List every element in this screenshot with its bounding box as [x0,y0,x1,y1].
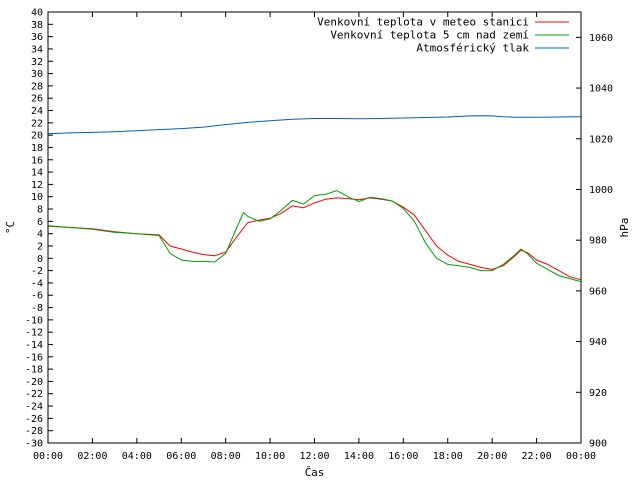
y-left-tick-label: -28 [25,426,43,437]
y-left-tick-label: -12 [25,328,43,339]
y-left-tick-label: 22 [31,118,43,129]
y-left-tick-label: 40 [31,8,43,19]
y-left-tick-label: 38 [31,20,43,31]
y-left-tick-label: 0 [37,254,43,265]
x-tick-label: 00:00 [566,451,596,462]
y-left-tick-label: 18 [31,143,43,154]
chart-ticks [47,11,582,444]
series-line-0 [47,197,582,281]
y-left-tick-label: 8 [37,205,43,216]
x-tick-label: 16:00 [388,451,418,462]
y-left-tick-label: 34 [31,44,43,55]
y-right-tick-label: 1060 [589,33,613,44]
legend: Venkovní teplota v meteo stanici Venkovn… [317,16,569,55]
y-left-tick-label: 30 [31,69,43,80]
y-left-tick-label: 26 [31,94,43,105]
y-right-tick-label: 1000 [589,185,613,196]
y-left-tick-label: 28 [31,81,43,92]
y-left-tick-label: 4 [37,229,43,240]
y-left-tick-label: -10 [25,315,43,326]
y-left-tick-label: 16 [31,155,43,166]
y-left-tick-label: -8 [31,303,43,314]
y-left-tick-label: -18 [25,365,43,376]
y-left-tick-label: -14 [25,340,43,351]
y-right-tick-label: 940 [589,337,607,348]
x-tick-label: 10:00 [255,451,285,462]
y-left-tick-label: 36 [31,32,43,43]
x-tick-label: 20:00 [477,451,507,462]
y-left-tick-label: -6 [31,291,43,302]
y-left-tick-label: -20 [25,377,43,388]
x-tick-label: 22:00 [522,451,552,462]
legend-label-ground-temp: Venkovní teplota 5 cm nad zemí [330,29,529,42]
y-left-tick-label: 10 [31,192,43,203]
legend-label-pressure: Atmosférický tlak [416,42,529,55]
y-left-tick-label: 20 [31,131,43,142]
y-left-tick-label: -26 [25,414,43,425]
y-right-tick-label: 920 [589,388,607,399]
x-tick-label: 06:00 [166,451,196,462]
y-left-tick-label: 2 [37,241,43,252]
x-tick-label: 18:00 [433,451,463,462]
x-tick-label: 04:00 [122,451,152,462]
y-axis-right-label: hPa [618,218,631,238]
chart-series [47,115,582,283]
x-tick-label: 12:00 [299,451,329,462]
y-right-tick-label: 980 [589,236,607,247]
x-tick-label: 08:00 [211,451,241,462]
y-left-tick-label: -24 [25,402,43,413]
y-left-tick-label: 24 [31,106,43,117]
plot-border [47,11,582,444]
y-left-tick-label: 32 [31,57,43,68]
y-left-tick-label: -22 [25,389,43,400]
y-left-tick-label: -4 [31,278,43,289]
y-right-tick-label: 960 [589,286,607,297]
x-tick-label: 00:00 [33,451,63,462]
y-right-tick-label: 1040 [589,84,613,95]
y-left-tick-label: 12 [31,180,43,191]
y-right-tick-label: 1020 [589,134,613,145]
x-tick-label: 02:00 [77,451,107,462]
chart-labels: -30-28-26-24-22-20-18-16-14-12-10-8-6-4-… [25,8,613,463]
legend-label-outdoor-temp: Venkovní teplota v meteo stanici [317,16,529,29]
x-axis-label: Čas [305,466,325,479]
y-left-tick-label: 6 [37,217,43,228]
y-right-tick-label: 900 [589,439,607,450]
y-left-tick-label: -30 [25,439,43,450]
y-left-tick-label: -16 [25,352,43,363]
y-left-tick-label: 14 [31,168,43,179]
series-line-2 [47,115,582,135]
series-line-1 [47,190,582,283]
y-axis-left-label: °C [4,221,17,234]
x-tick-label: 14:00 [344,451,374,462]
y-left-tick-label: -2 [31,266,43,277]
